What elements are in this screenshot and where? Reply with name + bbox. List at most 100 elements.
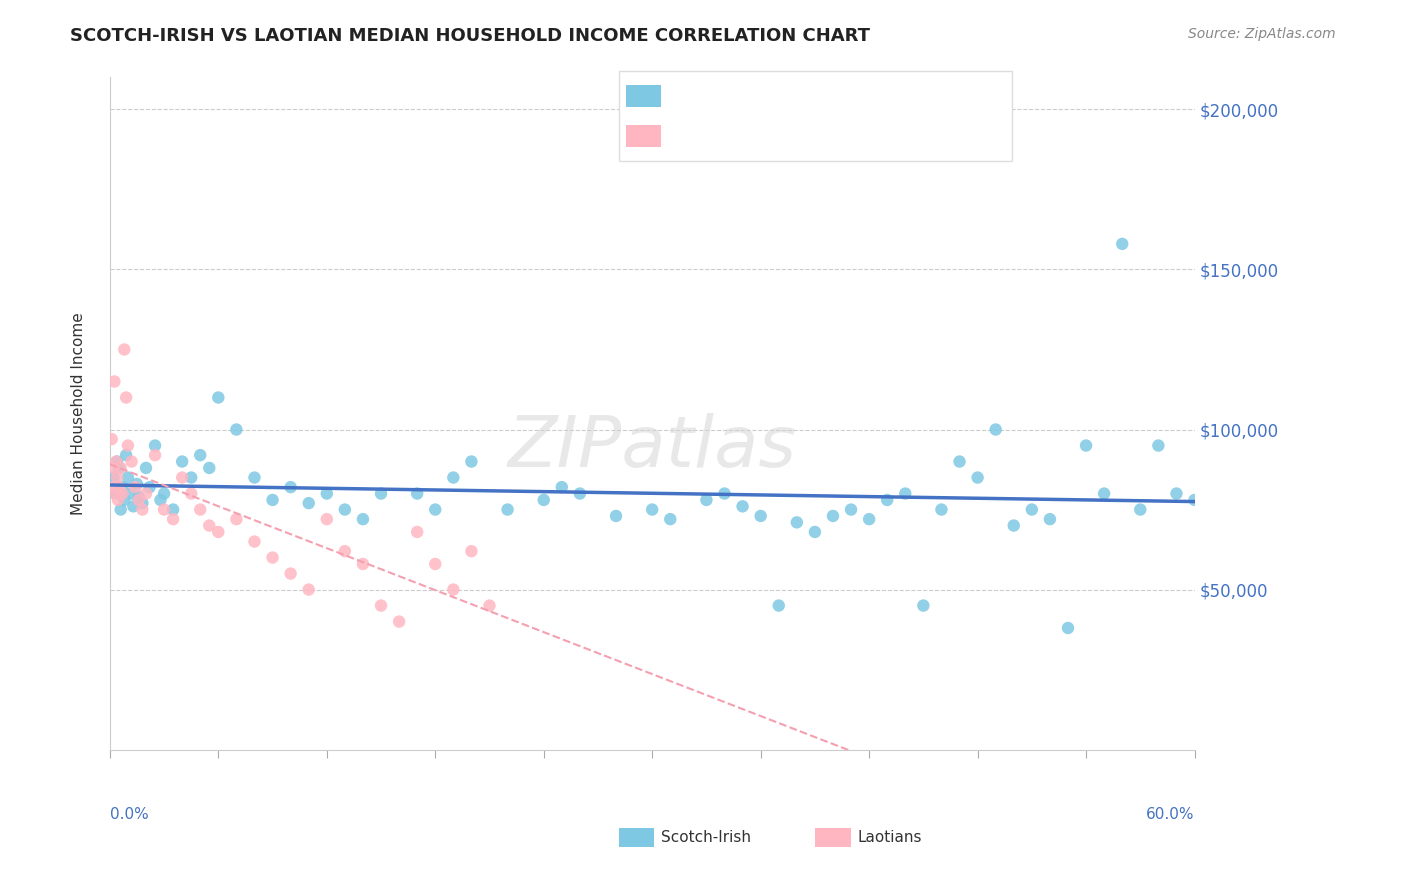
Point: [225, 423, 247, 437]
Point: [107, 492, 129, 507]
Point: [105, 470, 128, 484]
Point: [111, 486, 134, 500]
Point: [198, 461, 221, 475]
Text: Source: ZipAtlas.com: Source: ZipAtlas.com: [1188, 27, 1336, 41]
Point: [121, 454, 143, 468]
Point: [388, 615, 411, 629]
Point: [110, 461, 132, 475]
Y-axis label: Median Household Income: Median Household Income: [72, 312, 86, 515]
Point: [207, 391, 229, 405]
Point: [496, 502, 519, 516]
Point: [1074, 438, 1097, 452]
Point: [262, 550, 284, 565]
Point: [243, 534, 266, 549]
Point: [131, 496, 153, 510]
Point: [1166, 486, 1188, 500]
Point: [143, 448, 166, 462]
Point: [122, 500, 145, 514]
Point: [1111, 236, 1133, 251]
Point: [110, 502, 132, 516]
Point: [135, 486, 157, 500]
Point: [984, 423, 1007, 437]
Point: [1021, 502, 1043, 516]
Point: [1184, 492, 1206, 507]
Point: [117, 438, 139, 452]
Point: [315, 486, 337, 500]
Point: [138, 480, 160, 494]
Point: [101, 461, 124, 475]
Point: [280, 566, 302, 581]
Point: [280, 480, 302, 494]
Point: [172, 470, 194, 484]
Point: [333, 544, 356, 558]
Point: [262, 492, 284, 507]
Point: [1002, 518, 1025, 533]
Point: [111, 480, 134, 494]
Point: [112, 343, 135, 357]
Point: [931, 502, 953, 516]
Point: [948, 454, 970, 468]
Point: [315, 512, 337, 526]
Point: [112, 492, 135, 507]
Text: N =: N =: [759, 88, 793, 103]
Point: [188, 502, 211, 516]
Point: [821, 508, 844, 523]
Point: [172, 454, 194, 468]
Point: [786, 516, 808, 530]
Point: [1147, 438, 1170, 452]
Point: [858, 512, 880, 526]
Point: [153, 486, 176, 500]
Text: Laotians: Laotians: [858, 830, 922, 845]
Text: ZIPatlas: ZIPatlas: [508, 413, 797, 482]
Point: [198, 518, 221, 533]
Point: [108, 461, 131, 475]
Point: [749, 508, 772, 523]
Point: [143, 438, 166, 452]
Point: [162, 502, 184, 516]
Text: R =: R =: [668, 88, 702, 103]
Point: [298, 496, 321, 510]
Point: [460, 454, 482, 468]
Point: [768, 599, 790, 613]
Point: [162, 512, 184, 526]
Point: [1057, 621, 1080, 635]
Point: [188, 448, 211, 462]
Point: [659, 512, 682, 526]
Point: [551, 480, 574, 494]
Text: -0.277: -0.277: [703, 128, 758, 143]
Text: 0.0%: 0.0%: [110, 807, 149, 822]
Text: -0.113: -0.113: [703, 88, 758, 103]
Text: 60.0%: 60.0%: [1146, 807, 1195, 822]
Point: [103, 375, 125, 389]
Point: [966, 470, 988, 484]
Point: [425, 502, 447, 516]
Point: [180, 470, 202, 484]
Point: [406, 524, 429, 539]
Point: [713, 486, 735, 500]
Point: [105, 454, 128, 468]
Point: [100, 432, 122, 446]
Point: [460, 544, 482, 558]
Point: [117, 470, 139, 484]
Point: [441, 470, 464, 484]
Point: [124, 480, 146, 494]
Point: [125, 477, 148, 491]
Text: 42: 42: [794, 128, 815, 143]
Point: [103, 470, 125, 484]
Point: [425, 557, 447, 571]
Point: [1129, 502, 1152, 516]
Text: 73: 73: [794, 88, 815, 103]
Point: [894, 486, 917, 500]
Point: [207, 524, 229, 539]
Text: N =: N =: [759, 128, 793, 143]
Point: [131, 502, 153, 516]
Point: [912, 599, 935, 613]
Point: [108, 480, 131, 494]
Point: [641, 502, 664, 516]
Point: [105, 454, 128, 468]
Point: [478, 599, 501, 613]
Text: R =: R =: [668, 128, 702, 143]
Point: [225, 512, 247, 526]
Text: Scotch-Irish: Scotch-Irish: [661, 830, 751, 845]
Point: [298, 582, 321, 597]
